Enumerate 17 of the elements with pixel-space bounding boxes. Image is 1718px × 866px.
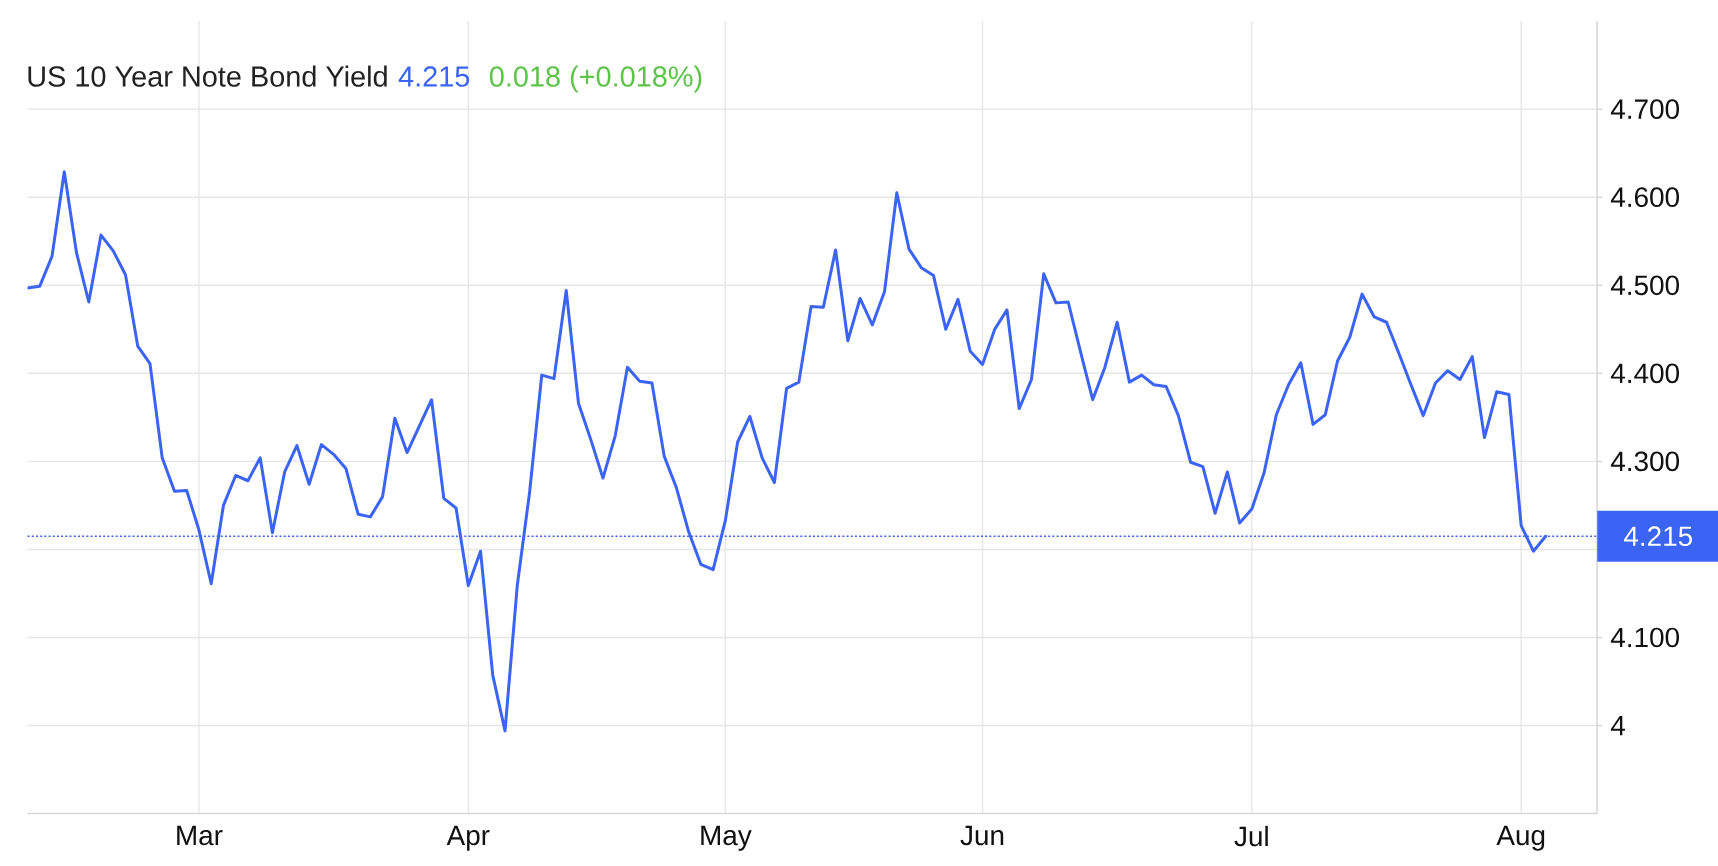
y-tick-label: 4.100 <box>1610 627 1679 648</box>
x-tick-label: May <box>701 825 752 851</box>
y-tick-label: 4.500 <box>1610 275 1679 296</box>
x-tick-label: Aug <box>1496 825 1545 851</box>
annotation: 0.018 (+0.018%) <box>489 65 702 93</box>
y-tick-label: 4.700 <box>1610 99 1679 120</box>
x-tick-label: Jun <box>960 825 1004 846</box>
annotation: 4.215 <box>398 66 470 87</box>
y-tick-label: 4.300 <box>1610 451 1679 472</box>
x-tick-label: Jul <box>1234 825 1268 847</box>
ref-line-label: 4.215 <box>1624 526 1693 547</box>
y-tick-label: 4.600 <box>1610 187 1679 208</box>
text: US 10 Year Note Bond Yield <box>28 65 387 87</box>
y-tick-label: 4 <box>1610 715 1625 736</box>
x-tick-label: Apr <box>446 825 490 851</box>
x-tick-label: Mar <box>177 825 223 846</box>
y-tick-label: 4.400 <box>1610 363 1679 384</box>
